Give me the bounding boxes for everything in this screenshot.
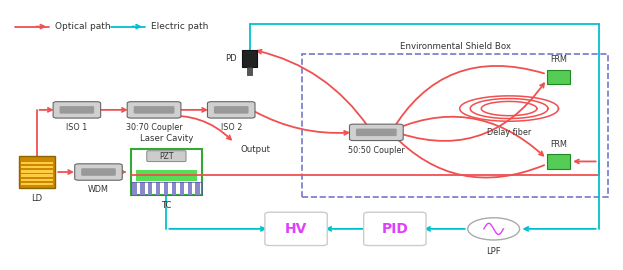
FancyBboxPatch shape: [242, 50, 257, 67]
Bar: [196, 182, 200, 195]
Bar: [132, 182, 136, 195]
Circle shape: [468, 218, 520, 240]
Bar: [156, 182, 160, 195]
FancyBboxPatch shape: [147, 151, 186, 161]
FancyArrowPatch shape: [525, 227, 596, 231]
FancyBboxPatch shape: [131, 149, 202, 195]
Bar: [21, 162, 53, 164]
Bar: [140, 182, 145, 195]
FancyBboxPatch shape: [214, 106, 249, 114]
Bar: [21, 183, 53, 185]
FancyArrowPatch shape: [328, 227, 366, 231]
Bar: [179, 182, 184, 195]
FancyArrowPatch shape: [163, 116, 231, 140]
Bar: [136, 170, 197, 181]
Text: PD: PD: [226, 54, 237, 63]
FancyArrowPatch shape: [426, 227, 465, 231]
FancyArrowPatch shape: [100, 108, 126, 112]
Bar: [21, 179, 53, 181]
FancyBboxPatch shape: [265, 212, 327, 245]
Text: LD: LD: [31, 194, 42, 203]
FancyArrowPatch shape: [575, 160, 596, 163]
Text: PID: PID: [381, 222, 408, 236]
FancyBboxPatch shape: [81, 168, 116, 176]
FancyBboxPatch shape: [134, 106, 174, 114]
Bar: [21, 174, 53, 177]
FancyArrowPatch shape: [36, 25, 44, 29]
Bar: [21, 170, 53, 173]
Bar: [172, 182, 176, 195]
Text: Environmental Shield Box: Environmental Shield Box: [399, 42, 511, 51]
Text: PZT: PZT: [159, 152, 174, 161]
Text: LPF: LPF: [487, 247, 501, 256]
FancyArrowPatch shape: [385, 117, 543, 156]
Bar: [21, 166, 53, 168]
Text: WDM: WDM: [88, 185, 109, 194]
FancyBboxPatch shape: [364, 212, 426, 245]
FancyArrowPatch shape: [58, 170, 72, 174]
Text: TC: TC: [161, 201, 171, 210]
FancyBboxPatch shape: [75, 164, 122, 180]
FancyBboxPatch shape: [19, 156, 55, 188]
Text: FRM: FRM: [550, 140, 567, 148]
Bar: [188, 182, 192, 195]
Text: Laser Cavity: Laser Cavity: [140, 134, 193, 143]
Text: HV: HV: [285, 222, 307, 236]
FancyBboxPatch shape: [53, 102, 101, 118]
FancyArrowPatch shape: [169, 227, 265, 231]
Text: 30:70 Coupler: 30:70 Coupler: [126, 123, 183, 132]
Text: Output: Output: [240, 145, 270, 154]
FancyArrowPatch shape: [39, 108, 52, 112]
FancyArrowPatch shape: [132, 25, 140, 29]
FancyArrowPatch shape: [257, 50, 369, 127]
Text: ISO 2: ISO 2: [221, 123, 242, 132]
Bar: [131, 182, 202, 195]
FancyBboxPatch shape: [350, 124, 403, 141]
FancyArrowPatch shape: [254, 111, 348, 135]
FancyArrowPatch shape: [388, 83, 544, 141]
Text: FRM: FRM: [550, 55, 567, 64]
Text: Optical path: Optical path: [55, 22, 111, 31]
FancyArrowPatch shape: [121, 170, 125, 174]
FancyBboxPatch shape: [207, 102, 255, 118]
FancyBboxPatch shape: [127, 102, 181, 118]
Text: 50:50 Coupler: 50:50 Coupler: [348, 146, 405, 154]
FancyBboxPatch shape: [247, 67, 252, 75]
FancyBboxPatch shape: [60, 106, 94, 114]
FancyBboxPatch shape: [547, 154, 570, 169]
FancyArrowPatch shape: [180, 108, 206, 112]
Bar: [164, 182, 168, 195]
FancyBboxPatch shape: [547, 70, 570, 84]
Text: Delay fiber: Delay fiber: [487, 128, 531, 137]
Text: Electric path: Electric path: [151, 22, 208, 31]
FancyBboxPatch shape: [356, 129, 397, 136]
FancyArrowPatch shape: [391, 66, 544, 132]
Text: ISO 1: ISO 1: [66, 123, 87, 132]
FancyArrowPatch shape: [392, 134, 544, 178]
Bar: [148, 182, 153, 195]
